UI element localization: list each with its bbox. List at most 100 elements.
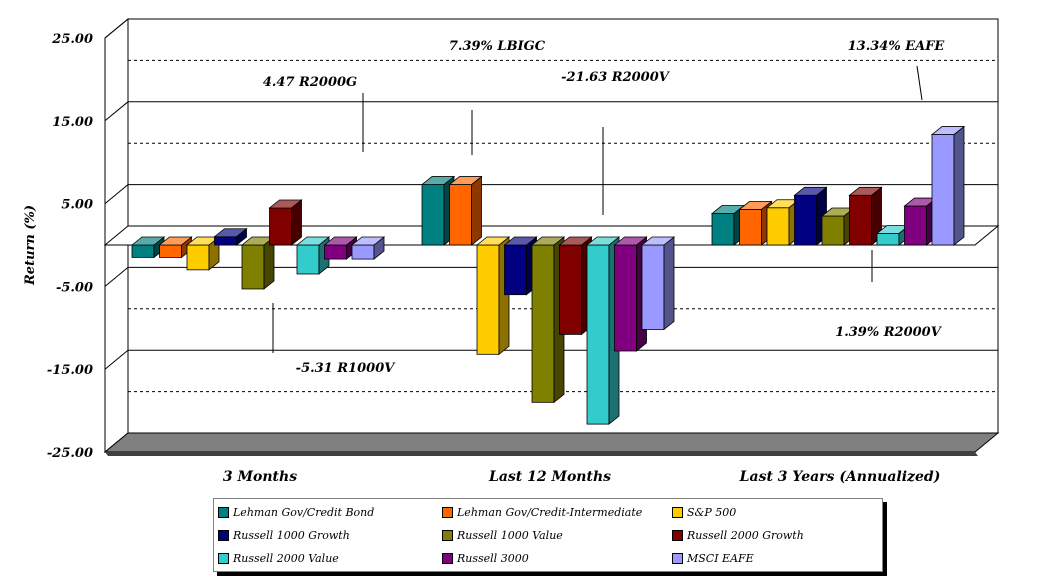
bar-top	[295, 236, 331, 246]
bar-front	[766, 207, 790, 246]
bar-top	[503, 236, 538, 246]
bar-front	[324, 244, 347, 260]
bar	[848, 186, 883, 246]
legend-swatch	[442, 506, 453, 518]
category-label: Last 3 Years (Annualized)	[739, 469, 941, 485]
bar-top	[323, 236, 358, 246]
bar-front	[504, 244, 527, 296]
bar-front	[351, 244, 375, 260]
annotation-bg	[210, 72, 360, 94]
legend-label: Russell 3000	[457, 551, 529, 565]
legend-swatch	[672, 529, 683, 541]
category-labels: 3 Months Last 12 Months Last 3 Years (Annu…	[223, 469, 940, 485]
y-tick-label: -15.00	[47, 363, 93, 378]
bar	[130, 236, 166, 259]
legend-label: Russell 2000 Value	[233, 551, 339, 565]
bar	[213, 227, 248, 246]
bar-front	[214, 236, 237, 246]
bar-side	[663, 236, 675, 331]
legend-label: Russell 2000 Growth	[687, 528, 804, 542]
annotation-bg	[425, 36, 570, 58]
bar-front	[476, 244, 500, 355]
bar	[448, 175, 483, 246]
bar-front	[586, 244, 610, 425]
annotation-bg	[555, 66, 685, 88]
bar-top	[930, 126, 966, 135]
bar	[158, 236, 193, 259]
legend-label: MSCI EAFE	[687, 551, 754, 565]
bar	[268, 199, 303, 246]
bar	[350, 236, 386, 260]
side-gridline	[104, 267, 129, 287]
legend-label: Lehman Gov/Credit-Intermediate	[457, 505, 643, 519]
bar	[323, 236, 358, 260]
y-axis-label: Return (%)	[23, 205, 38, 286]
bar	[585, 236, 621, 425]
bar-top	[213, 228, 248, 238]
annotation-label: -5.31 R1000V	[296, 361, 397, 376]
legend-item: Russell 3000	[442, 550, 529, 566]
leader-line	[916, 65, 923, 101]
bar-front	[531, 244, 555, 403]
legend-label: Russell 1000 Value	[457, 528, 563, 542]
annotation-bg	[828, 320, 963, 342]
bar-front	[559, 244, 582, 335]
y-tick-label: 5.00	[61, 198, 93, 213]
bar-top	[158, 236, 193, 246]
bar-front	[931, 134, 955, 246]
annotation-label: 4.47 R2000G	[263, 75, 357, 90]
bar-front	[821, 215, 845, 246]
bar	[793, 186, 828, 246]
annotation-label: 13.34% EAFE	[848, 39, 946, 54]
y-tick-labels: 25.00 15.00 5.00 -5.00 -15.00 -25.00	[47, 32, 93, 461]
category-label: Last 12 Months	[488, 469, 611, 485]
bar	[240, 236, 276, 290]
floor	[103, 432, 1000, 453]
bar-top	[848, 186, 883, 196]
legend-item: Russell 2000 Value	[218, 550, 339, 566]
bar-front	[711, 213, 735, 246]
floor-edge	[105, 452, 978, 456]
bar-top	[530, 236, 566, 246]
legend-swatch	[672, 552, 683, 564]
legend-item: Russell 2000 Growth	[672, 527, 804, 543]
bar-front	[159, 244, 182, 258]
bar	[930, 125, 966, 246]
bar	[185, 236, 221, 271]
legend-swatch	[218, 552, 229, 564]
bar-top	[558, 236, 593, 246]
annotation-label: 7.39% LBIGC	[449, 39, 546, 54]
legend-label: Russell 1000 Growth	[233, 528, 350, 542]
legend-swatch	[672, 506, 683, 518]
bar-top	[793, 186, 828, 196]
bar-top	[738, 200, 773, 210]
bar-chart: 25.00 15.00 5.00 -5.00 -15.00 -25.00 3 Months…	[23, 17, 1000, 485]
bar-top	[475, 236, 511, 246]
bar-top	[420, 176, 456, 185]
bar-top	[350, 236, 386, 246]
y-tick-label: 15.00	[52, 115, 93, 130]
bar-front	[614, 244, 637, 352]
bar-top	[585, 236, 621, 246]
bar-front	[296, 244, 320, 275]
legend-swatch	[218, 506, 229, 518]
bar-top	[640, 236, 676, 246]
legend-item: Russell 1000 Growth	[218, 527, 350, 543]
legend-item: Lehman Gov/Credit-Intermediate	[442, 504, 642, 520]
y-tick-label: -5.00	[56, 280, 93, 295]
bar-top	[268, 199, 303, 209]
side-gridline	[104, 18, 129, 39]
bar-side	[953, 125, 965, 246]
bar-top	[130, 236, 166, 246]
annotation-bg	[822, 36, 972, 58]
bar	[295, 236, 331, 275]
annotation-label: -21.63 R2000V	[561, 70, 671, 85]
bars	[130, 125, 966, 425]
annotation-bg	[290, 358, 400, 380]
legend-label: S&P 500	[687, 505, 737, 519]
annotations: 7.39% LBIGC 13.34% EAFE 4.47 R2000G -21.63 …	[210, 36, 972, 380]
bar-top	[448, 176, 483, 185]
category-label: 3 Months	[223, 469, 297, 485]
bar-front	[904, 205, 927, 246]
bar	[640, 236, 676, 331]
